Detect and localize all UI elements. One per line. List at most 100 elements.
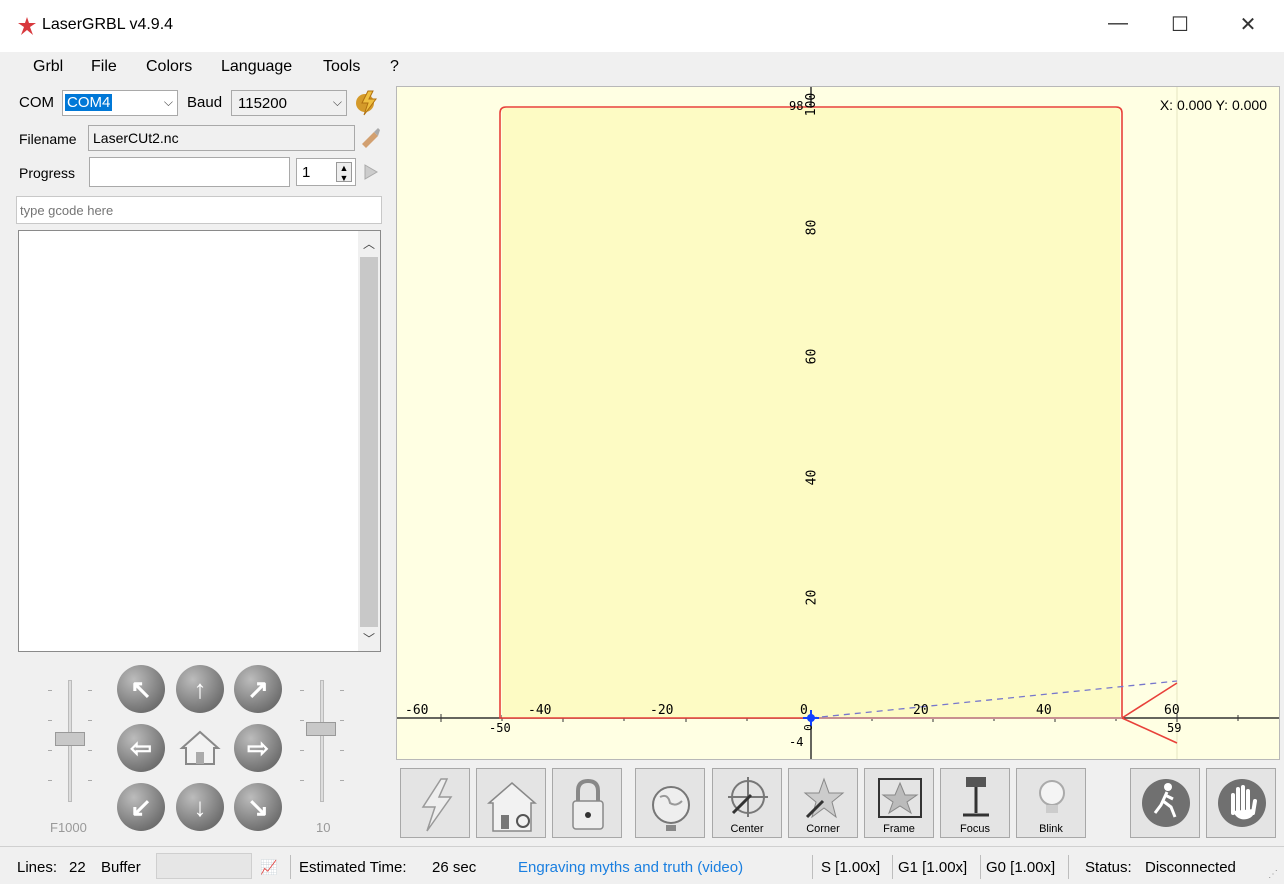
coordinate-readout: X: 0.000 Y: 0.000 — [1159, 97, 1267, 113]
com-value: COM4 — [65, 94, 113, 111]
stop-hand-icon — [1218, 779, 1266, 827]
resume-button[interactable] — [1130, 768, 1200, 838]
focus-button[interactable]: Focus — [940, 768, 1010, 838]
console-log[interactable]: ︿ ﹀ — [18, 230, 381, 652]
y-tick-label: 60 — [804, 348, 820, 365]
chevron-down-icon: ⌵ — [332, 95, 342, 109]
menu-language[interactable]: Language — [221, 58, 293, 75]
stepper-arrows-icon[interactable]: ▲ ▼ — [336, 162, 352, 183]
g1-override[interactable]: G1 [1.00x] — [898, 859, 968, 876]
y-tick-label: 20 — [804, 589, 820, 606]
buffer-bar — [156, 853, 252, 879]
corner-button[interactable]: Corner — [788, 768, 858, 838]
console-scrollbar[interactable]: ︿ ﹀ — [358, 231, 380, 651]
x-min-marker: -50 — [489, 721, 511, 735]
global-position-button[interactable] — [635, 768, 705, 838]
menu-tools[interactable]: Tools — [323, 58, 361, 75]
minimize-button[interactable]: — — [1108, 12, 1128, 34]
baud-select[interactable]: 115200 ⌵ — [231, 90, 347, 116]
lines-value: 22 — [69, 859, 86, 876]
x-tick-label: -40 — [528, 703, 552, 718]
jog-right-button[interactable]: ⇨ — [234, 724, 282, 772]
g0-override[interactable]: G0 [1.00x] — [986, 859, 1056, 876]
engraving-video-link[interactable]: Engraving myths and truth (video) — [518, 859, 744, 876]
focus-label: Focus — [960, 823, 990, 835]
scrollbar-thumb[interactable] — [360, 257, 378, 627]
preview-plot — [397, 87, 1279, 759]
blink-button[interactable]: Blink — [1016, 768, 1086, 838]
jog-up-left-button[interactable]: ↖ — [117, 665, 165, 713]
menu-file[interactable]: File — [91, 58, 117, 75]
maximize-button[interactable]: ☐ — [1171, 14, 1189, 36]
step-slider[interactable] — [320, 680, 324, 802]
window-title: LaserGRBL v4.9.4 — [42, 16, 174, 33]
scroll-up-icon[interactable]: ︿ — [362, 237, 375, 251]
frame-button[interactable]: Frame — [864, 768, 934, 838]
status-label: Status: — [1085, 859, 1132, 876]
step-slider-thumb[interactable] — [306, 722, 336, 736]
frame-label: Frame — [883, 823, 915, 835]
close-button[interactable]: ✕ — [1239, 14, 1257, 36]
home-search-icon — [487, 782, 537, 832]
filename-field: LaserCUt2.nc — [88, 125, 355, 151]
home-button[interactable] — [176, 724, 224, 772]
menu-help[interactable]: ? — [390, 58, 399, 75]
open-file-icon[interactable] — [358, 126, 382, 150]
x-tick-label: 40 — [1036, 703, 1052, 718]
jog-down-left-button[interactable]: ↙ — [117, 783, 165, 831]
corner-label: Corner — [806, 823, 840, 835]
lightning-icon — [421, 778, 453, 832]
laser-focus-icon — [963, 777, 989, 817]
scroll-down-icon[interactable]: ﹀ — [362, 632, 375, 646]
jog-up-button[interactable]: ↑ — [176, 665, 224, 713]
connect-icon[interactable] — [352, 88, 382, 118]
homing-button[interactable] — [476, 768, 546, 838]
status-bar: Lines: 22 Buffer 📈 Estimated Time: 26 se… — [0, 846, 1284, 884]
jog-down-right-button[interactable]: ↘ — [234, 783, 282, 831]
y-tick-label: 40 — [804, 469, 820, 486]
preview-canvas[interactable]: -60 -40 -20 0 20 40 60 20 40 60 80 100 -… — [396, 86, 1280, 760]
baud-value: 115200 — [238, 95, 287, 112]
chart-icon: 📈 — [260, 859, 278, 875]
filename-label: Filename — [19, 131, 77, 147]
progress-label: Progress — [19, 165, 76, 181]
y-tick-label: 100 — [804, 92, 820, 117]
grbl-reset-button[interactable] — [400, 768, 470, 838]
center-label: Center — [730, 823, 764, 835]
jog-down-button[interactable]: ↓ — [176, 783, 224, 831]
passes-value: 1 — [302, 164, 311, 181]
title-bar: LaserGRBL v4.9.4 — ☐ ✕ — [0, 0, 1284, 52]
walking-person-icon — [1142, 779, 1190, 827]
chevron-down-icon: ⌵ — [163, 95, 173, 109]
y-tick-label: 80 — [804, 219, 820, 236]
resize-grip-icon[interactable]: ⋰ — [1268, 869, 1278, 880]
s-override[interactable]: S [1.00x] — [821, 859, 881, 876]
step-label: 10 — [316, 820, 331, 835]
feed-slider-thumb[interactable] — [55, 732, 85, 746]
progress-bar — [89, 157, 290, 187]
passes-stepper[interactable]: 1 ▲ ▼ — [296, 158, 356, 186]
cut-path — [499, 106, 1123, 719]
buffer-label: Buffer — [101, 859, 141, 876]
jog-up-right-button[interactable]: ↗ — [234, 665, 282, 713]
estimated-time-value: 26 sec — [432, 859, 477, 876]
status-value: Disconnected — [1145, 859, 1236, 876]
unlock-button[interactable] — [552, 768, 622, 838]
menu-grbl[interactable]: Grbl — [33, 58, 64, 75]
com-label: COM — [19, 94, 54, 111]
jog-left-button[interactable]: ⇦ — [117, 724, 165, 772]
y-min-marker: -4 — [789, 735, 804, 749]
y-max-marker: 98 — [789, 99, 804, 113]
lines-label: Lines: — [17, 859, 58, 876]
center-button[interactable]: Center — [712, 768, 782, 838]
stop-button[interactable] — [1206, 768, 1276, 838]
gcode-input[interactable] — [16, 196, 382, 224]
blink-label: Blink — [1039, 823, 1063, 835]
com-select[interactable]: COM4 ⌵ — [62, 90, 178, 116]
app-logo-icon — [18, 17, 36, 35]
baud-label: Baud — [187, 94, 223, 111]
play-icon[interactable] — [362, 163, 380, 181]
menu-colors[interactable]: Colors — [146, 58, 193, 75]
globe-icon — [652, 786, 690, 831]
x-max-marker: 59 — [1167, 721, 1182, 735]
